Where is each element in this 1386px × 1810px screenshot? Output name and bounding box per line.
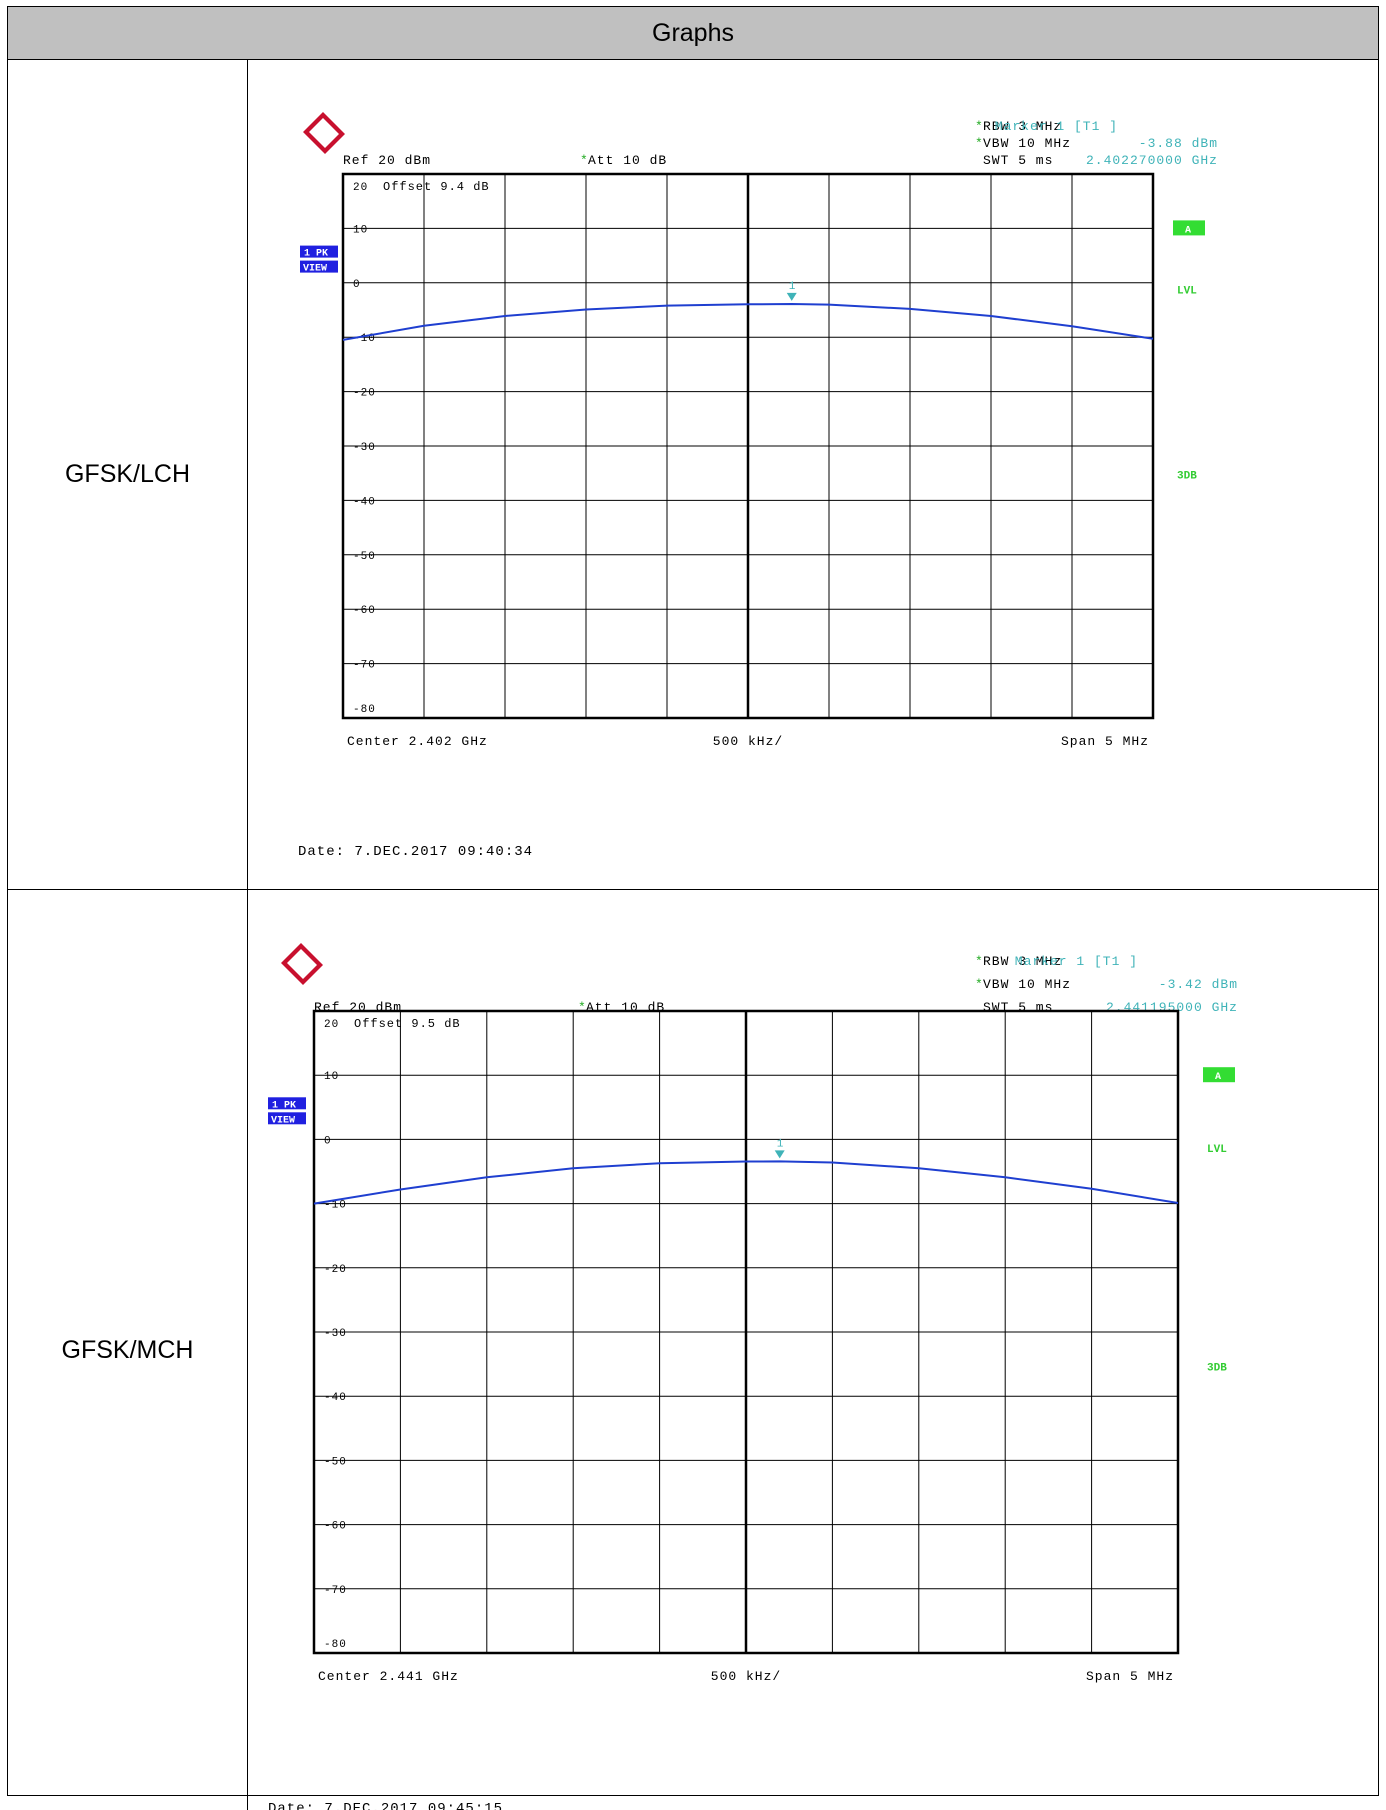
trace-a-text: A <box>1185 225 1191 236</box>
lvl-indicator: LVL <box>1177 286 1197 298</box>
center-frequency: Center 2.402 GHz <box>347 734 488 749</box>
marker-title: Marker 1 [T1 ] <box>995 119 1118 134</box>
trace-mode-text: 1 PK <box>272 1100 296 1111</box>
y-tick-label: 10 <box>353 224 368 236</box>
threedb-indicator: 3DB <box>1207 1363 1227 1375</box>
marker-triangle <box>774 1150 785 1159</box>
swt-text: SWT 5 ms <box>983 1000 1053 1015</box>
offset-text: Offset 9.4 dB <box>383 180 490 194</box>
marker-triangle <box>786 292 797 301</box>
y-tick-label: 0 <box>353 279 361 291</box>
y-tick-label: -30 <box>353 442 376 454</box>
y-tick-label: -10 <box>324 1200 347 1212</box>
table-row: GFSK/MCH * RBW 3 MHz * VBW 10 MHz SWT 5 ms Ma… <box>8 890 1378 1810</box>
threedb-indicator: 3DB <box>1177 471 1197 483</box>
y-tick-label: -70 <box>353 660 376 672</box>
y-tick-label: 10 <box>324 1071 339 1083</box>
table-header: Graphs <box>8 7 1378 60</box>
trace-a-badge <box>1173 220 1205 236</box>
center-frequency: Center 2.441 GHz <box>318 1669 459 1684</box>
trace-mode-text: 1 PK <box>304 249 328 260</box>
trace-view-badge <box>268 1112 306 1125</box>
capture-date: Date: 7.DEC.2017 09:45:15 <box>268 1801 503 1810</box>
marker-level: -3.88 dBm <box>1139 136 1218 151</box>
span-per-division: 500 kHz/ <box>711 1669 781 1684</box>
marker-level: -3.42 dBm <box>1159 977 1238 992</box>
y-tick-label: 20 <box>324 1019 339 1031</box>
trace-view-text: VIEW <box>271 1115 295 1126</box>
graph-cell: * RBW 3 MHz * VBW 10 MHz SWT 5 ms Marker 1 [T… <box>248 60 1378 889</box>
y-tick-label: -60 <box>324 1521 347 1533</box>
marker-title: Marker 1 [T1 ] <box>1015 954 1138 969</box>
rbw-star: * <box>975 954 983 969</box>
ref-level-text: Ref 20 dBm <box>314 1000 402 1015</box>
swt-text: SWT 5 ms <box>983 153 1053 168</box>
rs-logo-diamond <box>303 112 345 154</box>
y-tick-label: 0 <box>324 1135 332 1147</box>
trace-mode-badge <box>300 245 338 258</box>
graph-cell: * RBW 3 MHz * VBW 10 MHz SWT 5 ms Marker 1 [T… <box>248 890 1378 1810</box>
y-tick-label: -60 <box>353 605 376 617</box>
y-tick-label: -40 <box>353 496 376 508</box>
span-text: Span 5 MHz <box>1061 734 1149 749</box>
marker-number: 1 <box>789 281 796 293</box>
rs-logo-icon <box>303 112 345 154</box>
y-tick-label: -40 <box>324 1392 347 1404</box>
marker-frequency: 2.402270000 GHz <box>1086 153 1218 168</box>
y-tick-label: -20 <box>324 1264 347 1276</box>
y-tick-label: -50 <box>324 1456 347 1468</box>
trace-view-text: VIEW <box>303 264 327 275</box>
table-row: GFSK/LCH * RBW 3 MHz * VBW 10 MHz SWT 5 ms Ma… <box>8 60 1378 890</box>
plot-frame <box>312 1009 1180 1655</box>
att-star: * <box>580 153 588 168</box>
plot-frame <box>341 172 1155 720</box>
rbw-star: * <box>975 119 983 134</box>
att-text: Att 10 dB <box>586 1000 665 1015</box>
y-tick-label: 20 <box>353 182 368 194</box>
results-table: Graphs GFSK/LCH * RBW 3 MHz * VBW 10 MHz SWT… <box>7 6 1379 1810</box>
att-text: Att 10 dB <box>588 153 667 168</box>
rs-logo-icon <box>281 943 323 985</box>
offset-text: Offset 9.5 dB <box>354 1017 461 1031</box>
row-label: GFSK/LCH <box>8 60 248 889</box>
rbw-text: RBW 3 MHz <box>983 119 1062 134</box>
vbw-star: * <box>975 977 983 992</box>
y-tick-label: -20 <box>353 388 376 400</box>
capture-date: Date: 7.DEC.2017 09:40:34 <box>298 844 533 860</box>
att-star: * <box>578 1000 586 1015</box>
y-tick-label: -80 <box>324 1639 347 1651</box>
trace-a-badge <box>1203 1067 1235 1083</box>
trace-view-badge <box>300 260 338 273</box>
y-tick-label: -80 <box>353 704 376 716</box>
y-tick-label: -70 <box>324 1585 347 1597</box>
marker-frequency: 2.441195000 GHz <box>1106 1000 1238 1015</box>
span-text: Span 5 MHz <box>1086 1669 1174 1684</box>
span-per-division: 500 kHz/ <box>713 734 783 749</box>
trace-a-text: A <box>1215 1072 1221 1083</box>
vbw-star: * <box>975 136 983 151</box>
vbw-text: VBW 10 MHz <box>983 977 1071 992</box>
ref-level-text: Ref 20 dBm <box>343 153 431 168</box>
marker-number: 1 <box>777 1138 784 1150</box>
trace-mode-badge <box>268 1097 306 1110</box>
rs-logo-diamond <box>281 943 323 985</box>
lvl-indicator: LVL <box>1207 1144 1227 1156</box>
y-tick-label: -50 <box>353 551 376 563</box>
row-label: GFSK/MCH <box>8 890 248 1810</box>
vbw-text: VBW 10 MHz <box>983 136 1071 151</box>
rbw-text: RBW 3 MHz <box>983 954 1062 969</box>
y-tick-label: -30 <box>324 1328 347 1340</box>
spectrum-trace <box>313 1160 1179 1205</box>
spectrum-trace <box>342 302 1154 341</box>
